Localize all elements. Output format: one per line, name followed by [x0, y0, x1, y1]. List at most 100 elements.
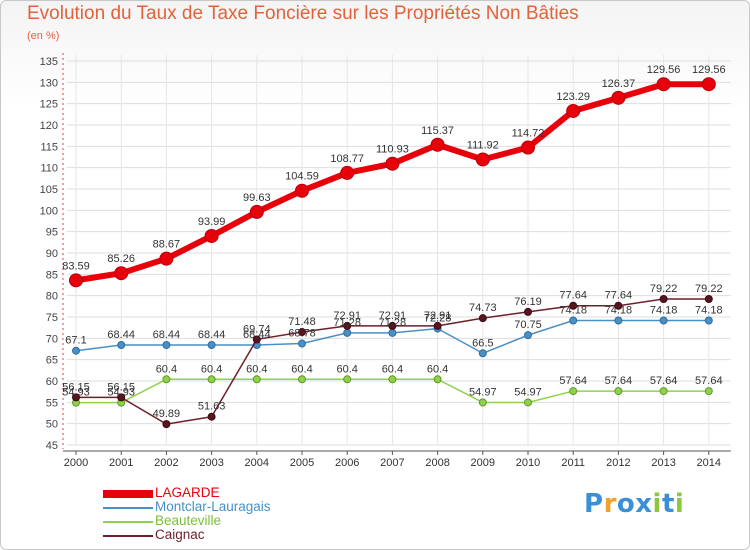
- data-label: 68.78: [288, 328, 316, 340]
- data-point: [569, 301, 578, 310]
- data-label: 74.18: [695, 304, 723, 316]
- data-point: [385, 156, 400, 171]
- y-tick-label: 110: [40, 163, 58, 175]
- data-label: 57.64: [559, 375, 587, 387]
- x-tick-label: 2005: [290, 457, 314, 469]
- data-point: [298, 375, 306, 384]
- y-tick-label: 55: [46, 397, 58, 409]
- data-label: 83.59: [62, 260, 90, 272]
- series-caignac: [72, 294, 713, 429]
- data-point: [388, 328, 397, 337]
- logo-letter: t: [661, 489, 675, 519]
- data-label: 111.92: [467, 139, 499, 151]
- data-point: [252, 335, 261, 344]
- data-point: [701, 77, 716, 92]
- legend-label: LAGARDE: [155, 485, 220, 500]
- data-label: 123.29: [556, 91, 590, 103]
- data-label: 54.97: [514, 386, 542, 398]
- data-point: [207, 375, 216, 384]
- data-label: 114.72: [512, 128, 545, 140]
- data-point: [114, 266, 129, 281]
- x-tick-label: 2002: [154, 457, 178, 469]
- legend-label: Montclar-Lauragais: [155, 499, 271, 514]
- legend-swatch: [103, 535, 153, 537]
- logo-letter: o: [616, 489, 636, 519]
- data-point: [478, 398, 487, 407]
- y-tick-label: 100: [40, 205, 58, 217]
- data-point: [478, 349, 487, 358]
- data-label: 129.56: [647, 64, 681, 76]
- data-point: [478, 314, 487, 323]
- data-point: [524, 331, 532, 340]
- legend-label: Beauteville: [155, 513, 222, 528]
- x-tick-label: 2003: [199, 457, 223, 469]
- data-label: 71.28: [379, 317, 407, 329]
- logo-letter: x: [635, 489, 653, 519]
- data-label: 74.73: [469, 302, 497, 314]
- data-label: 74.18: [559, 304, 587, 316]
- x-tick-label: 2012: [606, 457, 630, 469]
- legend-item: LAGARDE: [103, 485, 343, 501]
- data-label: 49.89: [153, 408, 181, 420]
- x-tick-label: 2004: [245, 457, 269, 469]
- data-point: [343, 321, 352, 330]
- series-beauteville: [72, 375, 713, 407]
- data-label: 85.26: [107, 253, 135, 265]
- data-point: [117, 340, 126, 349]
- data-label: 99.63: [243, 192, 271, 204]
- y-tick-label: 120: [40, 120, 58, 132]
- y-tick-label: 125: [40, 99, 58, 111]
- chart-title: Evolution du Taux de Taxe Foncière sur l…: [27, 3, 579, 24]
- legend-swatch: [103, 490, 153, 498]
- data-point: [388, 321, 397, 330]
- data-label: 79.22: [650, 283, 678, 295]
- data-label: 71.28: [333, 317, 361, 329]
- x-tick-label: 2007: [380, 457, 404, 469]
- data-point: [72, 346, 80, 355]
- data-point: [659, 387, 668, 396]
- x-tick-label: 2013: [651, 457, 675, 469]
- data-label: 88.67: [153, 239, 181, 251]
- x-tick-label: 2000: [64, 457, 88, 469]
- data-label: 93.99: [198, 216, 226, 228]
- y-tick-label: 50: [46, 419, 58, 431]
- data-label: 77.64: [605, 290, 633, 302]
- legend-item: Caignac: [103, 527, 343, 543]
- y-tick-label: 85: [46, 269, 58, 281]
- data-point: [204, 228, 219, 243]
- data-point: [298, 328, 306, 337]
- y-tick-label: 45: [46, 440, 58, 452]
- x-tick-label: 2001: [109, 457, 133, 469]
- legend-swatch: [103, 507, 153, 509]
- x-tick-label: 2006: [335, 457, 359, 469]
- y-tick-label: 80: [46, 291, 58, 303]
- data-label: 68.44: [107, 329, 135, 341]
- x-tick-label: 2009: [471, 457, 495, 469]
- data-point: [162, 420, 171, 429]
- data-point: [162, 340, 171, 349]
- logo-letter: i: [652, 489, 662, 519]
- data-label: 126.37: [602, 78, 636, 90]
- data-label: 57.64: [695, 375, 723, 387]
- data-point: [298, 339, 306, 348]
- data-label: 79.22: [695, 283, 723, 295]
- data-point: [433, 321, 442, 330]
- data-label: 72.91: [333, 310, 361, 322]
- y-tick-label: 135: [40, 56, 58, 68]
- data-point: [475, 152, 490, 167]
- legend-item: Montclar-Lauragais: [103, 499, 343, 515]
- data-label: 68.44: [243, 329, 271, 341]
- data-label: 54.97: [469, 386, 497, 398]
- legend-label: Caignac: [155, 527, 205, 542]
- data-label: 60.4: [336, 363, 357, 375]
- data-label: 60.4: [156, 363, 177, 375]
- series-montclar-lauragais: [72, 316, 713, 358]
- data-point: [611, 90, 626, 105]
- data-label: 70.75: [514, 319, 542, 331]
- data-label: 68.44: [153, 329, 181, 341]
- data-point: [521, 140, 535, 155]
- data-point: [340, 165, 355, 180]
- data-label: 51.63: [198, 401, 226, 413]
- data-point: [656, 77, 671, 92]
